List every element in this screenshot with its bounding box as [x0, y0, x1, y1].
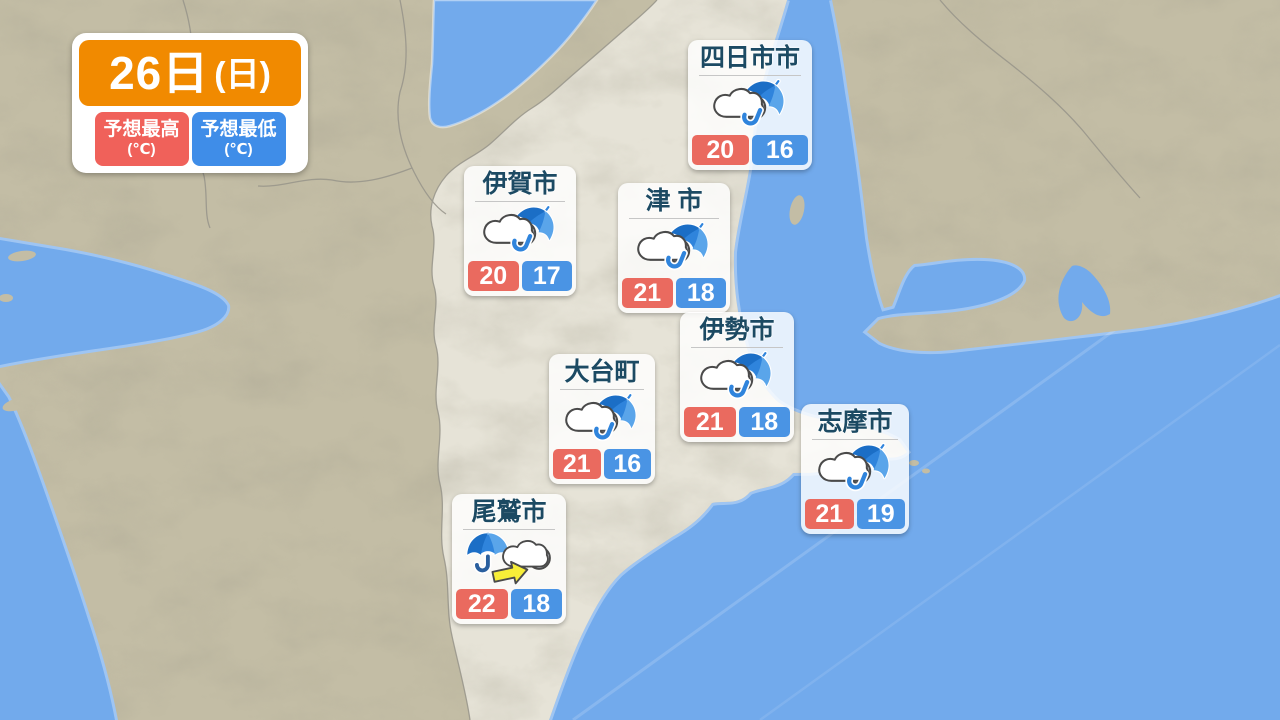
- high-temp: 20: [692, 135, 749, 165]
- high-temp-legend: 予想最高 (℃): [94, 112, 189, 167]
- low-temp: 17: [521, 261, 572, 291]
- cloudy-then-rain-icon: [468, 203, 572, 259]
- city-card-shima: 志摩市 21 19: [801, 404, 909, 534]
- cloudy-then-rain-icon: [805, 441, 905, 497]
- divider: [699, 75, 801, 76]
- city-name: 伊賀市: [482, 170, 558, 198]
- city-card-ise: 伊勢市 21 18: [680, 312, 794, 442]
- city-card-owase: 尾鷲市 22 18: [452, 494, 566, 624]
- sea-current-streak: [759, 343, 1280, 720]
- city-card-tsu: 津 市 21 18: [618, 183, 730, 313]
- cloudy-then-rain-icon: [553, 391, 651, 447]
- city-name: 伊勢市: [699, 316, 775, 344]
- date-legend-panel: 26日 (日) 予想最高 (℃) 予想最低 (℃): [72, 33, 308, 174]
- divider: [629, 218, 719, 219]
- temperature-row: 20 17: [468, 261, 572, 291]
- high-temp: 22: [456, 589, 508, 619]
- low-temp: 16: [751, 135, 808, 165]
- low-temp: 18: [738, 407, 790, 437]
- high-temp: 21: [684, 407, 736, 437]
- low-temp: 18: [675, 278, 726, 308]
- legend-row: 予想最高 (℃) 予想最低 (℃): [79, 112, 301, 167]
- temperature-row: 21 16: [553, 449, 651, 479]
- divider: [691, 347, 783, 348]
- city-name: 津 市: [645, 187, 703, 215]
- temperature-row: 20 16: [692, 135, 808, 165]
- city-name: 大台町: [564, 358, 640, 386]
- divider: [463, 529, 555, 530]
- temperature-row: 21 19: [805, 499, 905, 529]
- date-header: 26日 (日): [79, 40, 301, 106]
- city-name: 四日市市: [699, 44, 800, 72]
- low-legend-label: 予想最低: [200, 119, 277, 140]
- low-temp-legend: 予想最低 (℃): [191, 112, 286, 167]
- weekday-text: (日): [214, 56, 271, 94]
- high-legend-label: 予想最高: [103, 119, 180, 140]
- low-temp: 18: [510, 589, 562, 619]
- lake-hamana: [1058, 265, 1111, 322]
- date-text: 26日: [109, 47, 210, 99]
- city-card-odai: 大台町 21 16: [549, 354, 655, 484]
- small-lake: [523, 45, 545, 59]
- low-temp: 16: [603, 449, 651, 479]
- high-legend-unit: (℃): [127, 140, 156, 158]
- high-temp: 21: [805, 499, 854, 529]
- city-name: 尾鷲市: [471, 498, 547, 526]
- divider: [475, 201, 565, 202]
- high-temp: 20: [468, 261, 519, 291]
- temperature-row: 21 18: [622, 278, 726, 308]
- cloudy-then-rain-icon: [692, 77, 808, 133]
- city-card-iga: 伊賀市 20 17: [464, 166, 576, 296]
- temperature-row: 22 18: [456, 589, 562, 619]
- city-name: 志摩市: [817, 408, 893, 436]
- temperature-row: 21 18: [684, 407, 790, 437]
- lake-biwa: [427, 0, 599, 129]
- divider: [812, 439, 898, 440]
- divider: [560, 389, 644, 390]
- cloudy-then-rain-icon: [684, 349, 790, 405]
- low-legend-unit: (℃): [224, 140, 253, 158]
- cloudy-then-rain-icon: [622, 220, 726, 276]
- city-card-yokkaichi: 四日市市 20 16: [688, 40, 812, 170]
- low-temp: 19: [856, 499, 905, 529]
- high-temp: 21: [622, 278, 673, 308]
- high-temp: 21: [553, 449, 601, 479]
- rain-then-cloudy-icon: [456, 531, 562, 587]
